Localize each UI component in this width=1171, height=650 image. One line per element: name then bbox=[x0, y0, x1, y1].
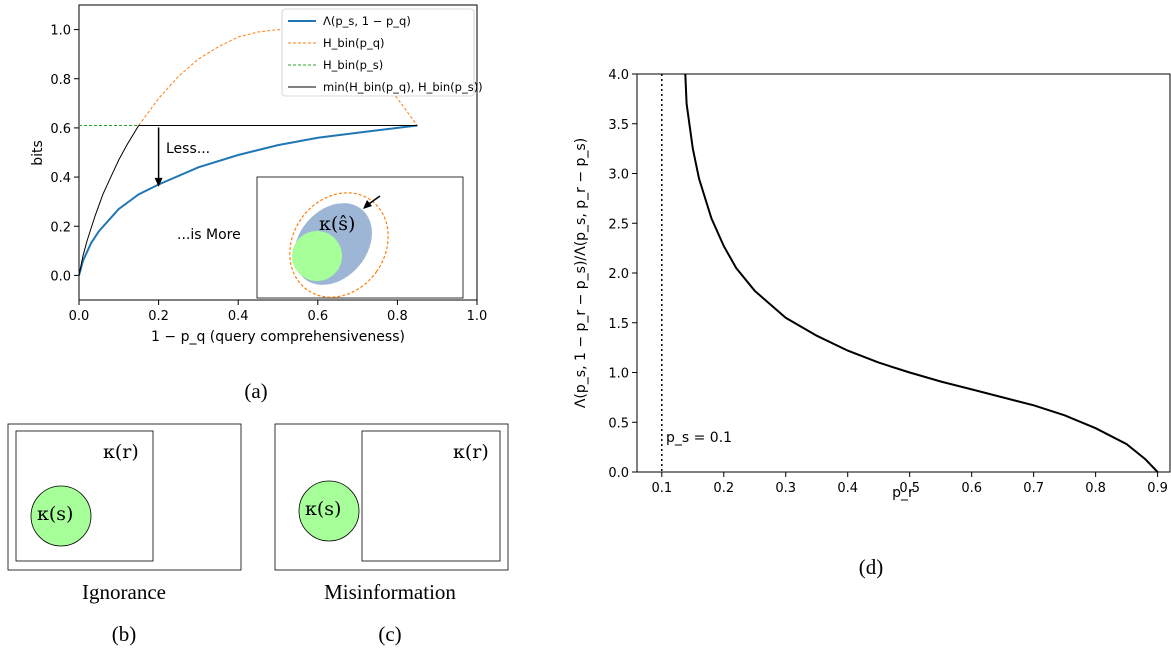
panel-d-xtick-label: 0.1 bbox=[651, 481, 672, 496]
panel-d-ytick-label: 3.5 bbox=[608, 118, 629, 133]
legend-entry-min: min(H_bin(p_q), H_bin(p_s)) bbox=[323, 80, 483, 94]
inset-arrowhead bbox=[363, 200, 372, 209]
panel-d-ytick-label: 1.0 bbox=[608, 367, 629, 382]
panel-d-ytick-label: 2.0 bbox=[608, 267, 629, 282]
panel-d-xtick-label: 0.2 bbox=[713, 481, 734, 496]
panel-d-ytick-label: 2.5 bbox=[608, 217, 629, 232]
panel-a-ytick-label: 0.4 bbox=[50, 171, 71, 186]
panel-a-series-min bbox=[78, 125, 418, 276]
panel-a-xtick-label: 0.2 bbox=[148, 309, 169, 324]
panel-a-legend: Λ(p_s, 1 − p_q) H_bin(p_q) H_bin(p_s) mi… bbox=[281, 8, 483, 97]
annotation-less: Less... bbox=[166, 141, 210, 157]
panel-a-inset: κ(ŝ) bbox=[256, 176, 464, 299]
panel-a-xtick-label: 0.8 bbox=[387, 309, 408, 324]
panel-a-xtick-label: 0.6 bbox=[307, 309, 328, 324]
panel-c-caption: (c) bbox=[378, 622, 401, 646]
panel-d-xlabel: p_r bbox=[892, 485, 914, 501]
panel-d-ytick-label: 0.0 bbox=[608, 466, 629, 481]
panel-d-xtick-label: 0.4 bbox=[837, 481, 858, 496]
inset-outer-dashed-ellipse bbox=[289, 192, 389, 298]
less-arrow-head bbox=[154, 177, 163, 187]
panel-d-xtick-label: 0.6 bbox=[961, 481, 982, 496]
panel-d-xtick-label: 0.9 bbox=[1147, 481, 1168, 496]
panel-b-kappa-r-box bbox=[15, 430, 154, 562]
legend-entry-hbin-ps: H_bin(p_s) bbox=[323, 58, 383, 72]
panel-a-ytick-label: 0.6 bbox=[50, 122, 71, 137]
panel-b-title: Ignorance bbox=[82, 580, 166, 604]
panel-a-xlabel: 1 − p_q (query comprehensiveness) bbox=[151, 329, 405, 345]
panel-d-xtick-label: 0.3 bbox=[775, 481, 796, 496]
panel-d-xtick-label: 0.8 bbox=[1085, 481, 1106, 496]
panel-d-ytick-label: 1.5 bbox=[608, 317, 629, 332]
legend-entry-hbin-pq: H_bin(p_q) bbox=[323, 36, 385, 50]
panel-d-xtick-label: 0.7 bbox=[1023, 481, 1044, 496]
panel-d-caption: (d) bbox=[859, 555, 884, 579]
panel-d-chart: 0.1 0.2 0.3 0.4 0.5 0.6 0.7 0.8 0.9 0.0 0.5 1.0 1.5 2… bbox=[573, 68, 1171, 579]
panel-b-kappa-s-label: κ(s) bbox=[37, 503, 73, 525]
inset-label: κ(ŝ) bbox=[319, 213, 355, 235]
panel-a-ylabel: bits bbox=[30, 140, 46, 166]
panel-c-kappa-s-label: κ(s) bbox=[305, 498, 341, 520]
panel-a-ytick-label: 1.0 bbox=[50, 24, 71, 39]
panel-b-kappa-s-circle bbox=[30, 485, 92, 547]
legend-entry-lambda: Λ(p_s, 1 − p_q) bbox=[323, 14, 411, 28]
panel-c-title: Misinformation bbox=[324, 580, 456, 604]
panel-a-plot-frame bbox=[78, 4, 478, 301]
panel-a-caption: (a) bbox=[244, 379, 267, 403]
panel-d-xtick-label: 0.5 bbox=[899, 481, 920, 496]
panel-c-outer-frame bbox=[274, 423, 509, 571]
panel-d-ytick-label: 3.0 bbox=[608, 168, 629, 183]
panel-d-series-ratio bbox=[684, 73, 1159, 473]
panel-c-kappa-r-box bbox=[361, 430, 501, 562]
panel-d-ticks: 0.1 0.2 0.3 0.4 0.5 0.6 0.7 0.8 0.9 0.0 0.5 1.0 1.5 2… bbox=[608, 68, 1168, 496]
panel-a-series-lambda bbox=[78, 124, 418, 276]
panel-d-series bbox=[661, 73, 1159, 473]
panel-a-series bbox=[78, 29, 418, 276]
panel-a-xtick-label: 0.4 bbox=[228, 309, 249, 324]
panel-d-ytick-label: 0.5 bbox=[608, 416, 629, 431]
panel-a-ytick-label: 0.8 bbox=[50, 73, 71, 88]
panel-c-kappa-r-label: κ(r) bbox=[453, 441, 489, 463]
panel-a-xtick-label: 0.0 bbox=[69, 309, 90, 324]
panel-c-diagram: κ(r) κ(s) Misinformation (c) bbox=[274, 423, 509, 646]
panel-a-less-arrow bbox=[154, 127, 163, 187]
panel-d-ylabel: Λ(p_s, 1 − p_r − p_s)/Λ(p_s, p_r − p_s) bbox=[573, 138, 589, 408]
panel-a-series-hbin-pq bbox=[138, 29, 418, 126]
panel-b-caption: (b) bbox=[112, 622, 137, 646]
panel-c-kappa-s-circle bbox=[298, 480, 360, 542]
panel-d-ytick-label: 4.0 bbox=[608, 68, 629, 83]
panel-d-plot-frame bbox=[636, 73, 1171, 473]
panel-a-xtick-label: 1.0 bbox=[467, 309, 488, 324]
legend-box bbox=[281, 8, 475, 97]
annotation-is-more: ...is More bbox=[177, 227, 241, 243]
inset-truth-circle bbox=[292, 231, 342, 281]
panel-a-ytick-label: 0.2 bbox=[50, 220, 71, 235]
panel-b-diagram: κ(r) κ(s) Ignorance (b) bbox=[7, 423, 242, 646]
panel-a-chart: 0.0 0.2 0.4 0.6 0.8 1.0 0.0 0.2 0.4 0.6 0.8 1.0 Les… bbox=[30, 4, 487, 403]
panel-b-outer-frame bbox=[7, 423, 242, 571]
panel-d-vline-label: p_s = 0.1 bbox=[666, 430, 732, 446]
panel-a-ticks: 0.0 0.2 0.4 0.6 0.8 1.0 0.0 0.2 0.4 0.6 0.8 1.0 bbox=[50, 24, 487, 324]
panel-a-ytick-label: 0.0 bbox=[50, 269, 71, 284]
panel-b-kappa-r-label: κ(r) bbox=[103, 441, 139, 463]
